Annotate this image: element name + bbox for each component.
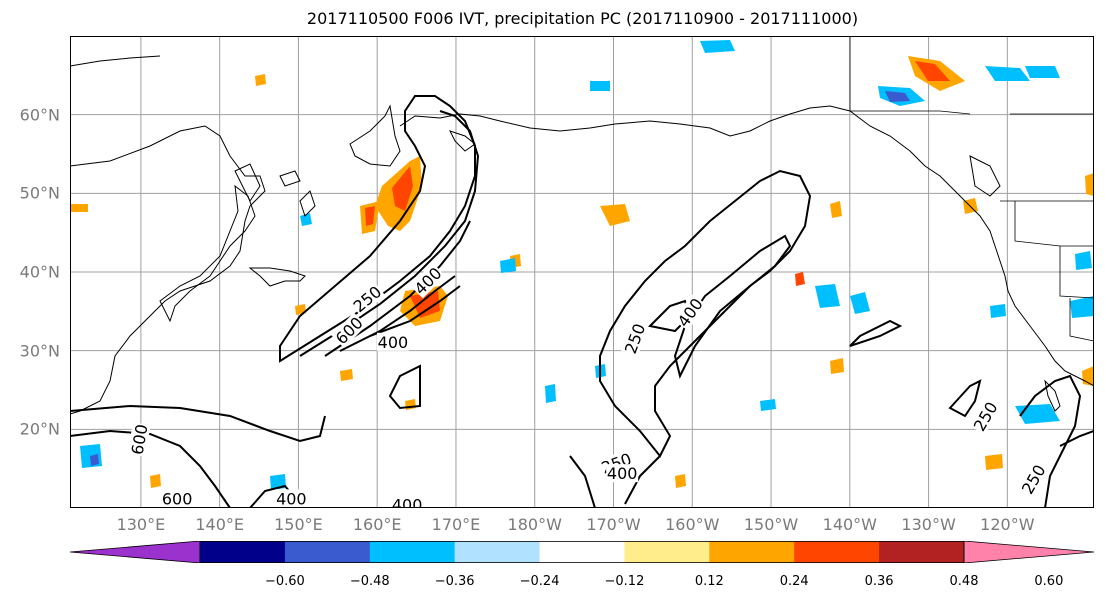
contour-label-background-12	[969, 397, 1002, 435]
contour-label-background-2	[331, 312, 367, 348]
longitude-label-7: 160°W	[665, 515, 720, 534]
ivt-contours	[70, 95, 1094, 508]
colorbar-segment-7	[794, 541, 880, 563]
longitude-label-5: 180°W	[507, 515, 562, 534]
colorbar-tick-label-2: −0.36	[434, 574, 475, 589]
precip-fill-positive	[70, 56, 1094, 488]
borders	[849, 36, 1094, 342]
contour-label-background-10	[275, 489, 308, 508]
contour-label-13: 250	[1018, 461, 1050, 497]
longitude-label-11: 120°W	[980, 515, 1035, 534]
colorbar-segment-8	[879, 541, 965, 563]
longitude-label-2: 150°E	[274, 515, 323, 534]
coastlines	[70, 55, 1094, 415]
contour-label-background-8	[606, 464, 639, 483]
map-title: 2017110500 F006 IVT, precipitation PC (2…	[306, 9, 859, 28]
colorbar-segment-5	[624, 541, 710, 563]
colorbar	[70, 541, 1094, 563]
contour-label-background-4	[620, 320, 649, 357]
colorbar-border	[199, 541, 965, 563]
colorbar-tick-label-3: −0.24	[519, 574, 560, 589]
longitude-label-9: 140°W	[822, 515, 877, 534]
colorbar-tick-label-1: −0.48	[349, 574, 390, 589]
contour-label-background-5	[673, 294, 707, 331]
latitude-label-1: 50°N	[19, 183, 60, 203]
contour-label-background-3	[376, 332, 409, 351]
colorbar-tick-label-4: −0.12	[604, 574, 645, 589]
latitude-label-3: 30°N	[19, 341, 60, 361]
latitude-label-0: 60°N	[19, 105, 60, 125]
gridlines	[70, 36, 1094, 508]
map-panel[interactable]: 250 400 600 400 250 400 600 250 400 600 400 400 250 2…	[70, 36, 1094, 508]
latitude-label-2: 40°N	[19, 262, 60, 282]
contour-label-11: 400	[392, 496, 423, 508]
longitude-label-6: 170°W	[586, 515, 641, 534]
colorbar-segment-0	[200, 541, 286, 563]
contour-label-background-11	[391, 495, 424, 508]
longitude-label-3: 160°E	[352, 515, 402, 534]
longitude-label-8: 150°W	[743, 515, 799, 534]
colorbar-tick-label-5: 0.12	[694, 574, 724, 589]
contour-label-8: 400	[607, 464, 638, 483]
colorbar-extend-low	[70, 541, 201, 563]
contour-label-9: 600	[162, 489, 193, 508]
contour-label-3: 400	[378, 333, 409, 352]
colorbar-segment-4	[539, 541, 625, 563]
contour-label-background-13	[1017, 460, 1050, 498]
colorbar-tick-label-0: −0.60	[264, 574, 305, 589]
contour-label-background-0	[349, 281, 386, 316]
colorbar-tick-label-8: 0.48	[949, 574, 979, 589]
contour-label-background-6	[127, 422, 151, 457]
contour-label-10: 400	[276, 489, 307, 508]
longitude-label-1: 140°E	[195, 515, 244, 534]
colorbar-tick-label-7: 0.36	[864, 574, 894, 589]
colorbar-segment-3	[454, 541, 541, 563]
colorbar-tick-label-9: 0.60	[1034, 574, 1064, 589]
precip-fill-negative	[80, 40, 1094, 490]
contour-label-2: 600	[332, 313, 367, 348]
colorbar-segment-2	[369, 541, 456, 563]
colorbar-segment-1	[284, 541, 371, 563]
longitude-label-0: 130°E	[116, 515, 166, 534]
latitude-label-4: 20°N	[19, 419, 60, 439]
colorbar-extend-high	[963, 541, 1094, 563]
contour-label-background-1	[410, 263, 446, 299]
longitude-label-4: 170°E	[431, 515, 481, 534]
contour-label-background-9	[161, 489, 194, 508]
longitude-label-10: 130°W	[901, 515, 956, 534]
colorbar-segment-6	[709, 541, 795, 563]
contour-label-0: 250	[350, 282, 386, 316]
colorbar-tick-label-6: 0.24	[779, 574, 809, 589]
contour-label-6: 600	[128, 423, 152, 456]
